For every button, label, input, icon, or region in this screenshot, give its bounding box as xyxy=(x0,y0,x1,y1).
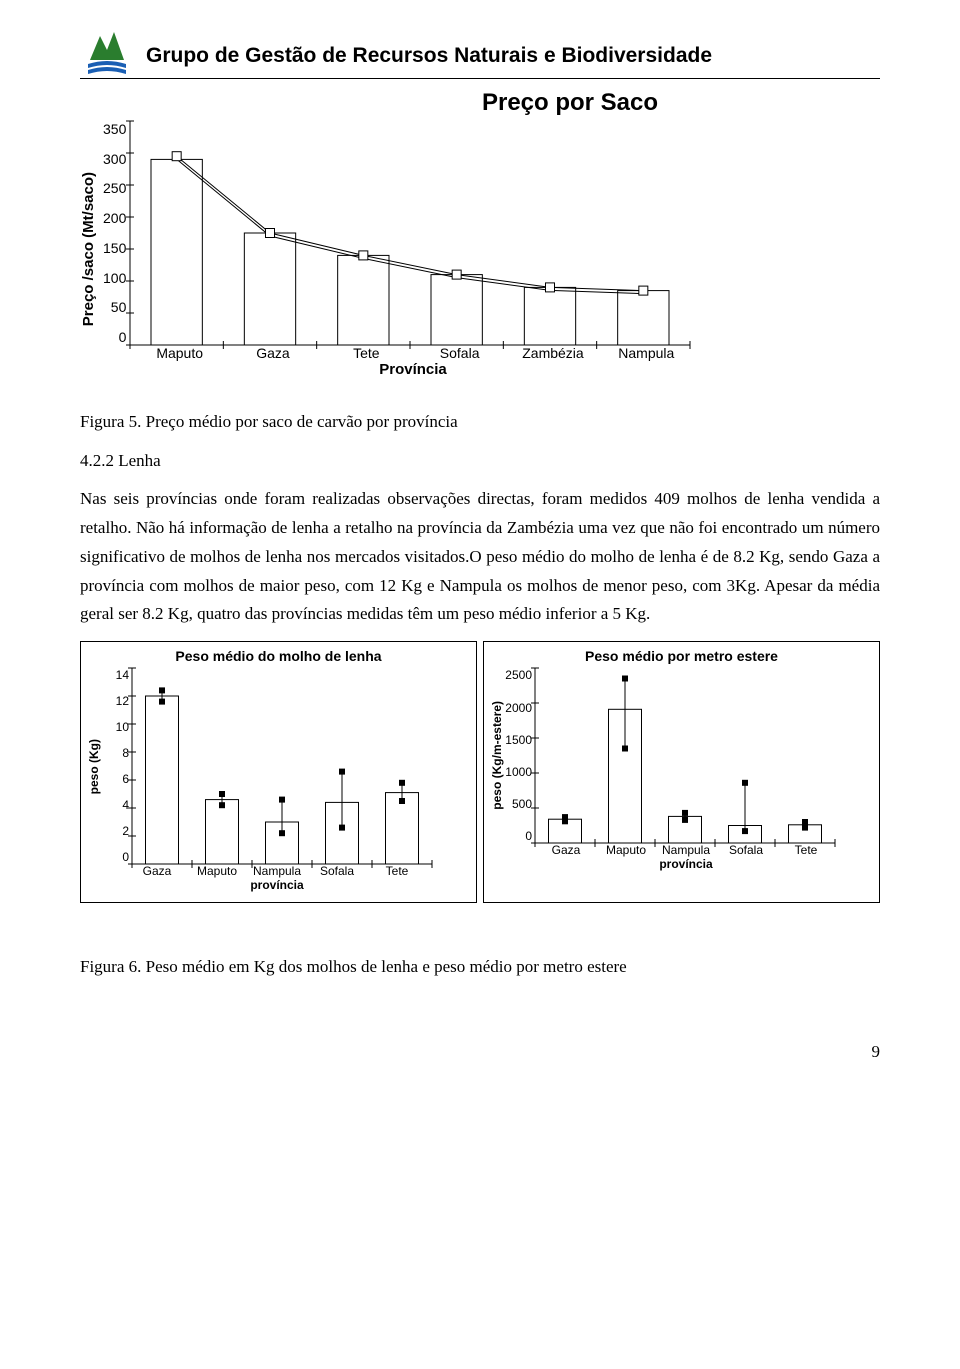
chart-pair: Peso médio do molho de lenha peso (Kg) 0… xyxy=(80,641,880,903)
chart1-title: Preço por Saco xyxy=(260,89,880,117)
xtick-label: Maputo xyxy=(187,864,247,878)
xtick-label: Nampula xyxy=(247,864,307,878)
chart3-xlabels: GazaMaputoNampulaSofalaTete xyxy=(536,843,873,857)
ytick-label: 1500 xyxy=(504,733,532,747)
chart2-xlabels: GazaMaputoNampulaSofalaTete xyxy=(127,864,470,878)
xtick-label: Nampula xyxy=(600,345,693,361)
ytick-label: 250 xyxy=(103,180,126,196)
xtick-label: Gaza xyxy=(226,345,319,361)
ytick-label: 500 xyxy=(504,797,532,811)
chart2: Peso médio do molho de lenha peso (Kg) 0… xyxy=(80,641,477,903)
chart3-title: Peso médio por metro estere xyxy=(490,648,873,664)
ytick-label: 0 xyxy=(504,829,532,843)
ytick-label: 50 xyxy=(103,299,126,315)
chart3-yticks: 0 500 1000 1500 2000 2500 xyxy=(504,668,535,843)
xtick-label: Sofala xyxy=(307,864,367,878)
chart1-xaxis-label: Província xyxy=(133,361,693,378)
chart2-title: Peso médio do molho de lenha xyxy=(87,648,470,664)
xtick-label: Tete xyxy=(367,864,427,878)
ytick-label: 14 xyxy=(101,668,129,682)
xtick-label: Zambézia xyxy=(506,345,599,361)
logo-icon xyxy=(80,20,134,74)
chart1: Preço /saco (Mt/saco) 0 50 100 150 200 250 300… xyxy=(80,121,880,378)
ytick-label: 2 xyxy=(101,824,129,838)
chart1-ylabel: Preço /saco (Mt/saco) xyxy=(80,172,97,326)
ytick-label: 0 xyxy=(103,329,126,345)
xtick-label: Gaza xyxy=(536,843,596,857)
ytick-label: 6 xyxy=(101,772,129,786)
xtick-label: Maputo xyxy=(133,345,226,361)
header-title: Grupo de Gestão de Recursos Naturais e B… xyxy=(146,44,712,74)
chart3-xaxis-label: província xyxy=(536,857,836,871)
chart3-plot xyxy=(535,668,835,843)
ytick-label: 2500 xyxy=(504,668,532,682)
ytick-label: 100 xyxy=(103,270,126,286)
ytick-label: 300 xyxy=(103,151,126,167)
chart1-plot xyxy=(130,121,690,345)
ytick-label: 350 xyxy=(103,121,126,137)
chart2-yticks: 0 2 4 6 8 10 12 14 xyxy=(101,668,132,864)
chart2-plot xyxy=(132,668,432,864)
ytick-label: 0 xyxy=(101,850,129,864)
ytick-label: 1000 xyxy=(504,765,532,779)
xtick-label: Maputo xyxy=(596,843,656,857)
ytick-label: 12 xyxy=(101,694,129,708)
xtick-label: Sofala xyxy=(716,843,776,857)
xtick-label: Nampula xyxy=(656,843,716,857)
figure5-caption: Figura 5. Preço médio por saco de carvão… xyxy=(80,408,880,437)
xtick-label: Tete xyxy=(776,843,836,857)
page-number: 9 xyxy=(80,1042,880,1062)
chart1-xlabels: MaputoGazaTeteSofalaZambéziaNampula xyxy=(133,345,693,361)
body-paragraph: Nas seis províncias onde foram realizada… xyxy=(80,485,880,629)
ytick-label: 150 xyxy=(103,240,126,256)
ytick-label: 4 xyxy=(101,798,129,812)
ytick-label: 10 xyxy=(101,720,129,734)
ytick-label: 8 xyxy=(101,746,129,760)
figure6-caption: Figura 6. Peso médio em Kg dos molhos de… xyxy=(80,953,880,982)
ytick-label: 2000 xyxy=(504,701,532,715)
chart2-xaxis-label: província xyxy=(127,878,427,892)
xtick-label: Tete xyxy=(320,345,413,361)
chart3-ylabel: peso (Kg/m-estere) xyxy=(490,701,504,810)
section-heading: 4.2.2 Lenha xyxy=(80,451,880,471)
chart3: Peso médio por metro estere peso (Kg/m-e… xyxy=(483,641,880,903)
xtick-label: Sofala xyxy=(413,345,506,361)
chart1-yticks: 0 50 100 150 200 250 300 350 xyxy=(103,121,130,345)
page-header: Grupo de Gestão de Recursos Naturais e B… xyxy=(80,20,880,79)
xtick-label: Gaza xyxy=(127,864,187,878)
chart2-ylabel: peso (Kg) xyxy=(87,739,101,794)
ytick-label: 200 xyxy=(103,210,126,226)
